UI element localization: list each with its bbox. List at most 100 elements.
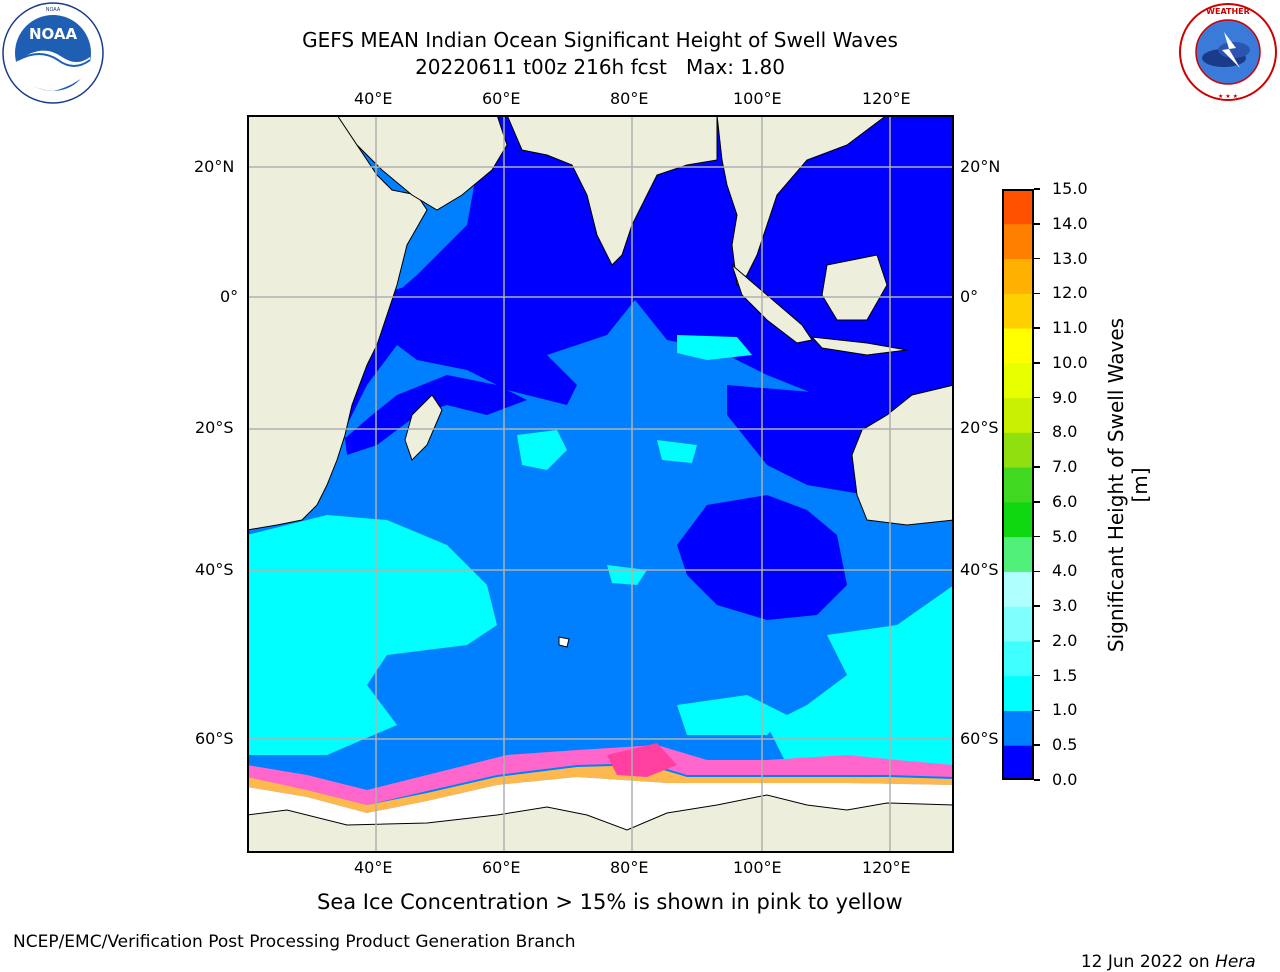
colorbar-tick-mark [1034, 640, 1040, 642]
colorbar-tick-mark [1034, 396, 1040, 399]
nws-logo: WEATHER ★ ★ ★ [1178, 2, 1278, 102]
colorbar-tick-mark [1034, 292, 1040, 295]
colorbar-tick-mark [1034, 327, 1040, 329]
lon-label-bottom-60e: 60°E [482, 858, 521, 877]
colorbar-band [1002, 467, 1034, 503]
colorbar-band [1002, 397, 1034, 433]
colorbar-tick-label: 0.5 [1052, 735, 1078, 755]
colorbar-tick-mark [1034, 535, 1040, 538]
map-svg [247, 115, 954, 853]
colorbar-svg [1002, 189, 1034, 781]
colorbar-tick-mark [1034, 779, 1040, 781]
footer-right: 12 Jun 2022 on Hera [1070, 932, 1256, 972]
colorbar-tick-mark [1034, 605, 1040, 607]
svg-text:NOAA: NOAA [46, 7, 61, 13]
map-panel [247, 115, 954, 853]
noaa-logo: NOAA NOAA [2, 2, 104, 104]
land-africa [247, 115, 428, 531]
colorbar-tick-mark [1034, 223, 1040, 225]
colorbar-band [1002, 606, 1034, 642]
colorbar-tick-label: 5.0 [1052, 526, 1078, 546]
land-sumatra [730, 263, 813, 344]
lon-label-bottom-120e: 120°E [862, 858, 911, 877]
colorbar-tick-label: 8.0 [1052, 422, 1078, 442]
colorbar-tick-label: 0.0 [1052, 770, 1078, 789]
low-swell-regions [337, 115, 954, 620]
lon-label-bottom-80e: 80°E [610, 858, 649, 877]
colorbar-tick-label: 15.0 [1052, 179, 1088, 198]
lat-label-left-20s: 20°S [195, 418, 234, 437]
land-india [506, 115, 718, 266]
lat-label-right-60s: 60°S [960, 729, 999, 748]
colorbar-ticks: 0.0 0.5 1.0 1.5 2.0 3.0 4.0 5.0 6.0 7.0 8.0 9.0 10.0… [1034, 180, 1114, 789]
lon-label-top-100e: 100°E [733, 89, 782, 108]
lat-label-left-0: 0° [220, 287, 239, 306]
footer-date: 12 Jun 2022 on [1080, 952, 1216, 972]
lat-label-right-20n: 20°N [960, 157, 1001, 176]
colorbar-tick-label: 9.0 [1052, 387, 1078, 407]
lon-label-top-80e: 80°E [610, 89, 649, 108]
colorbar-tick-label: 3.0 [1052, 596, 1078, 616]
colorbar-band [1002, 536, 1034, 572]
colorbar-label: Significant Height of Swell Waves [m] [1104, 317, 1152, 653]
lon-label-top-40e: 40°E [354, 89, 393, 108]
svg-text:★ ★ ★: ★ ★ ★ [1218, 93, 1238, 100]
svg-text:WEATHER: WEATHER [1206, 7, 1250, 16]
colorbar-tick-mark [1034, 362, 1040, 364]
colorbar-band [1002, 571, 1034, 607]
colorbar-band [1002, 223, 1034, 260]
colorbar-tick-label: 1.5 [1052, 665, 1078, 685]
colorbar-band [1002, 432, 1034, 468]
caption: Sea Ice Concentration > 15% is shown in … [317, 890, 903, 914]
chart-title: GEFS MEAN Indian Ocean Significant Heigh… [302, 28, 898, 52]
colorbar-tick-mark [1034, 188, 1040, 190]
colorbar-tick-label: 1.0 [1052, 700, 1078, 720]
colorbar-tick-label: 11.0 [1052, 318, 1088, 338]
colorbar-tick-label: 13.0 [1052, 248, 1088, 268]
colorbar-band [1002, 189, 1034, 225]
colorbar-band [1002, 328, 1034, 364]
land-southeast-asia [716, 115, 888, 287]
footer-left: NCEP/EMC/Verification Post Processing Pr… [13, 932, 576, 952]
colorbar-tick-mark [1034, 709, 1040, 712]
lon-label-bottom-40e: 40°E [354, 858, 393, 877]
colorbar-band [1002, 640, 1034, 677]
colorbar-band [1002, 675, 1034, 711]
lat-label-right-40s: 40°S [960, 560, 999, 579]
colorbar-tick-label: 4.0 [1052, 561, 1078, 581]
lat-label-right-20s: 20°S [960, 418, 999, 437]
colorbar-tick-mark [1034, 674, 1040, 677]
lat-label-right-0: 0° [960, 287, 979, 306]
colorbar-tick-mark [1034, 466, 1040, 468]
graticule [247, 115, 954, 853]
colorbar-band [1002, 710, 1034, 746]
svg-text:NOAA: NOAA [29, 25, 78, 43]
colorbar-tick-label: 12.0 [1052, 283, 1088, 303]
lon-label-top-120e: 120°E [862, 89, 911, 108]
land-arabia [336, 115, 508, 211]
land-australia [851, 384, 954, 526]
colorbar-tick-label: 14.0 [1052, 213, 1088, 233]
land-borneo [821, 254, 888, 321]
lon-label-bottom-100e: 100°E [733, 858, 782, 877]
colorbar-tick-label: 7.0 [1052, 457, 1078, 477]
lat-label-left-60s: 60°S [195, 729, 234, 748]
colorbar-tick-mark [1034, 257, 1040, 260]
chart-subtitle: 20220611 t00z 216h fcst Max: 1.80 [415, 55, 785, 79]
footer-host: Hera [1215, 952, 1256, 972]
colorbar-band [1002, 362, 1034, 399]
sea-ice-edge [247, 743, 954, 813]
land-kerguelen [558, 636, 570, 648]
land-java [810, 336, 908, 356]
colorbar-tick-mark [1034, 431, 1040, 434]
colorbar-band [1002, 258, 1034, 294]
colorbar [1002, 189, 1034, 781]
colorbar-tick-label: 6.0 [1052, 491, 1078, 511]
colorbar-border [1002, 189, 1034, 780]
colorbar-band [1002, 501, 1034, 538]
colorbar-tick-mark [1034, 744, 1040, 746]
colorbar-tick-mark [1034, 501, 1040, 503]
colorbar-band [1002, 745, 1034, 781]
colorbar-tick-label: 2.0 [1052, 630, 1078, 650]
colorbar-tick-label: 10.0 [1052, 352, 1088, 372]
